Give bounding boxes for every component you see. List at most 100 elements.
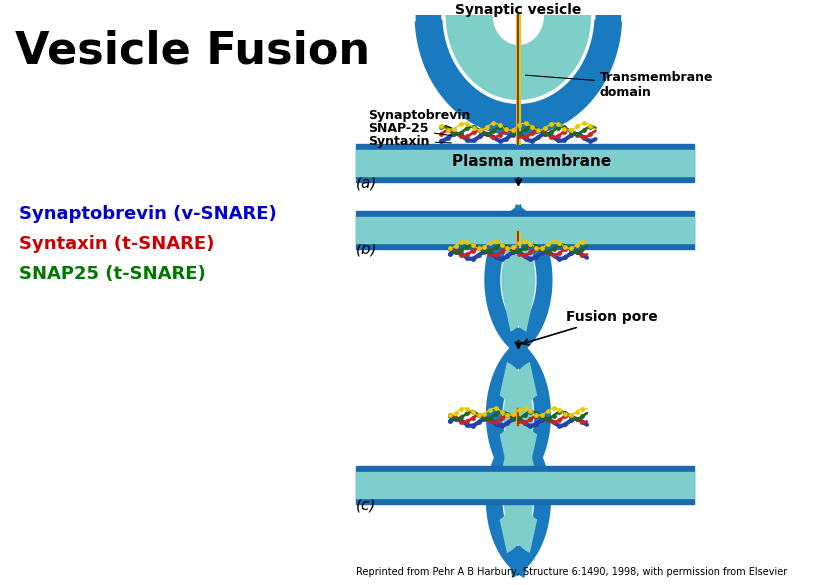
Text: Syntaxin (t-SNARE): Syntaxin (t-SNARE) [19, 235, 214, 253]
Point [499, 125, 512, 134]
Point [552, 238, 565, 247]
Text: SNAP-25: SNAP-25 [368, 122, 450, 136]
Point [483, 238, 496, 247]
Point [483, 417, 496, 426]
Point [558, 241, 571, 250]
Point [455, 238, 468, 247]
Point [569, 414, 582, 424]
Point [541, 407, 554, 416]
Point [535, 246, 548, 255]
Point [500, 252, 514, 261]
Point [545, 132, 558, 142]
Point [460, 135, 473, 144]
Point [486, 133, 499, 142]
Point [499, 123, 512, 133]
Point [479, 129, 492, 139]
Point [506, 415, 519, 424]
Point [563, 416, 577, 425]
Point [541, 247, 554, 256]
Point [477, 414, 491, 423]
Point [443, 411, 456, 420]
Point [500, 244, 514, 253]
Point [563, 127, 577, 136]
Point [495, 247, 508, 256]
Point [455, 417, 468, 426]
Point [506, 245, 519, 254]
Point [575, 418, 588, 427]
Point [512, 130, 525, 139]
Point [532, 132, 545, 142]
Point [529, 410, 542, 419]
Point [558, 253, 571, 262]
Point [570, 122, 583, 131]
Point [570, 130, 583, 139]
Point [477, 247, 491, 257]
Point [447, 128, 460, 137]
Point [541, 248, 554, 257]
Point [552, 415, 565, 425]
Point [518, 132, 532, 142]
Point [466, 246, 479, 256]
Point [449, 408, 462, 418]
Point [546, 418, 559, 427]
Point [538, 128, 551, 137]
Bar [355, 217, 693, 243]
Point [558, 420, 571, 429]
Point [479, 129, 492, 139]
Point [518, 236, 531, 246]
Point [500, 410, 514, 419]
Point [557, 127, 570, 136]
Point [449, 247, 462, 256]
Point [529, 242, 542, 251]
Point [563, 244, 577, 253]
Point [472, 411, 485, 420]
Polygon shape [485, 422, 529, 578]
Point [523, 421, 536, 431]
Point [466, 413, 479, 422]
Point [545, 128, 558, 137]
Point [546, 411, 559, 420]
Point [489, 242, 502, 252]
Point [443, 243, 456, 253]
Point [506, 413, 519, 422]
Point [495, 421, 508, 431]
Point [467, 122, 480, 132]
Point [512, 414, 525, 423]
Point [472, 243, 485, 253]
Point [483, 405, 496, 414]
Point [449, 246, 462, 256]
Point [518, 125, 532, 134]
Point [505, 130, 518, 139]
Point [575, 404, 588, 413]
Point [569, 247, 582, 256]
Point [575, 250, 588, 259]
Point [512, 131, 525, 140]
Point [569, 240, 582, 250]
Point [495, 254, 508, 263]
Bar [355, 211, 693, 249]
Point [489, 404, 502, 413]
Point [518, 243, 531, 253]
Point [486, 119, 499, 128]
Point [525, 122, 538, 132]
Point [479, 129, 492, 139]
Text: Syntaxin: Syntaxin [368, 135, 450, 147]
Point [563, 131, 577, 140]
Point [523, 407, 536, 417]
Polygon shape [499, 362, 532, 468]
Point [455, 416, 468, 425]
Point [443, 417, 456, 426]
Text: Reprinted from Pehr A B Harbury, Structure 6:1490, 1998, with permission from El: Reprinted from Pehr A B Harbury, Structu… [355, 567, 786, 577]
Point [518, 134, 532, 143]
Point [535, 245, 548, 254]
Polygon shape [510, 204, 552, 356]
Point [518, 418, 531, 428]
Text: (a): (a) [355, 175, 377, 190]
Text: (b): (b) [355, 242, 377, 257]
Point [492, 130, 505, 140]
Point [541, 239, 554, 249]
Point [577, 133, 590, 142]
Point [512, 129, 525, 138]
Text: (c): (c) [355, 497, 376, 512]
Point [454, 130, 467, 140]
